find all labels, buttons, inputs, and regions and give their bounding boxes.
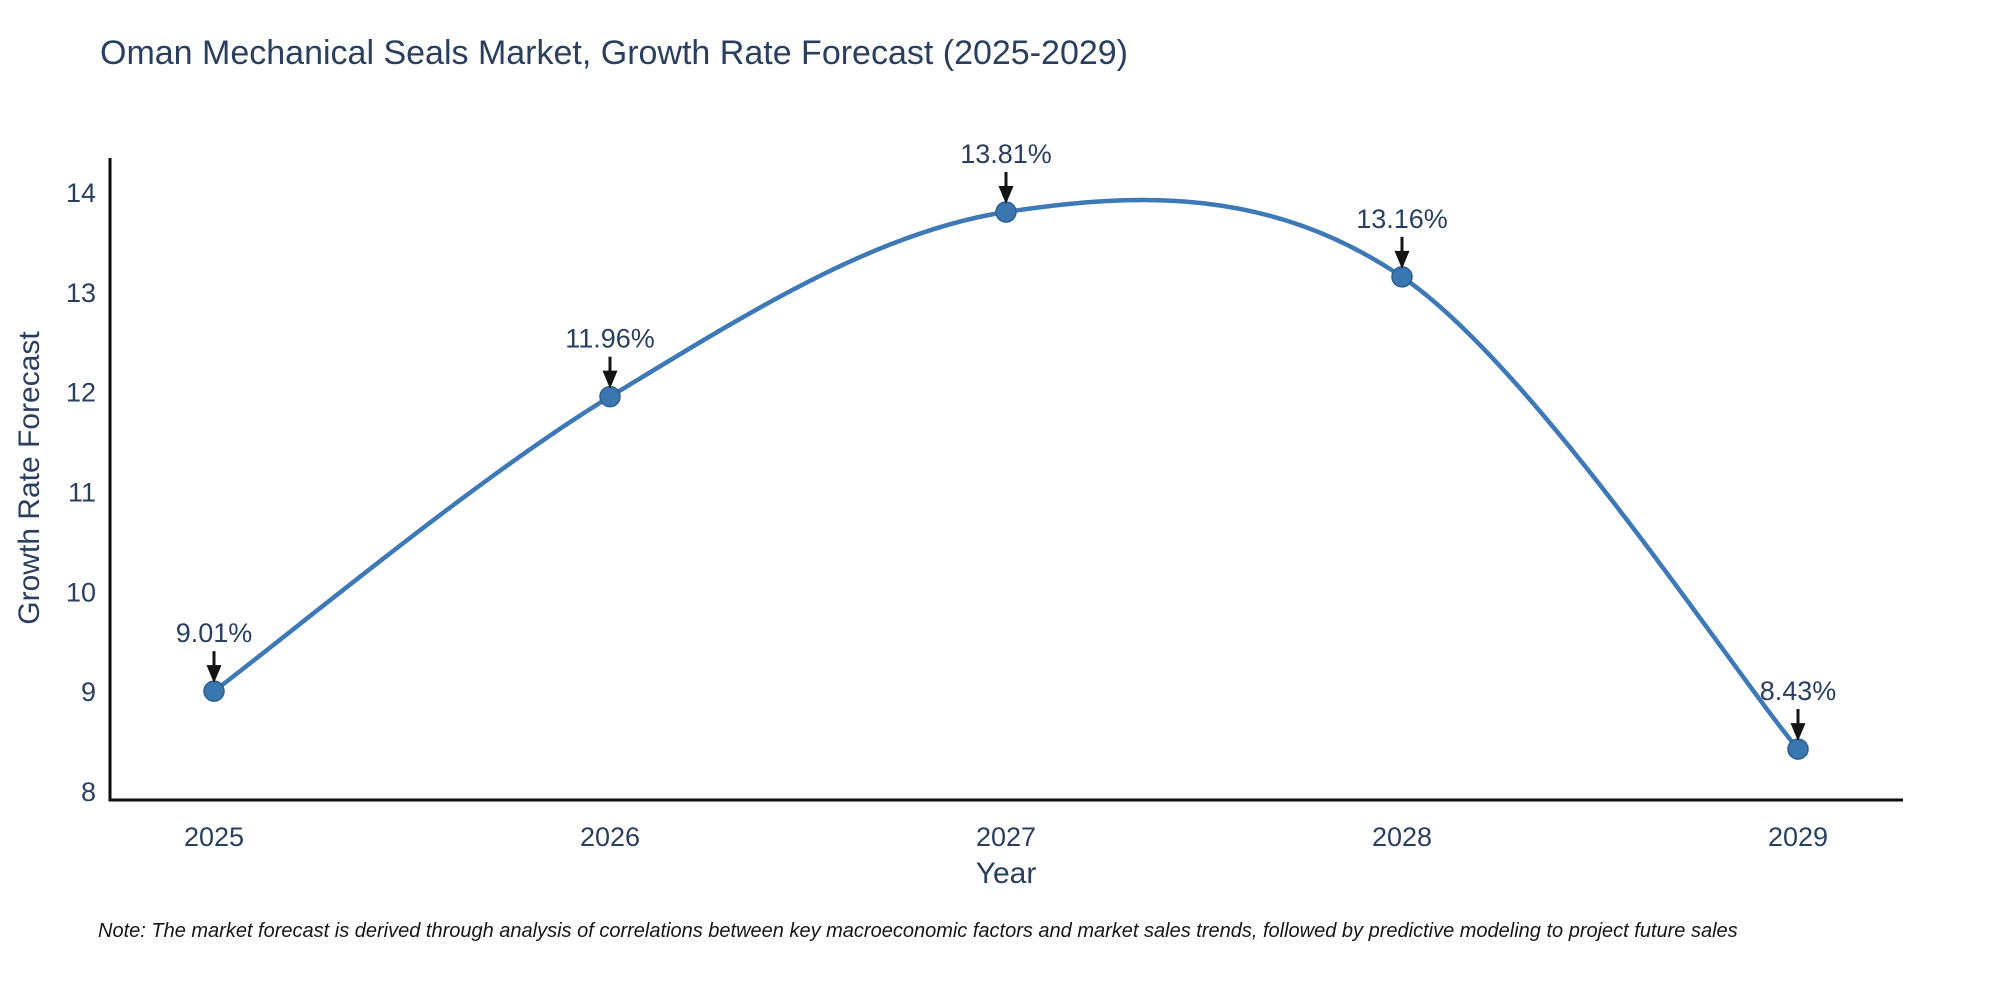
x-tick-label: 2026	[580, 822, 640, 852]
x-tick-label: 2025	[184, 822, 244, 852]
data-point-label: 13.16%	[1356, 204, 1448, 234]
annotation-arrow-head	[1790, 723, 1806, 742]
data-point-label: 8.43%	[1760, 676, 1837, 706]
data-point-marker[interactable]	[599, 385, 621, 408]
y-tick-label: 8	[81, 777, 96, 807]
annotation-arrow-head	[1394, 250, 1410, 269]
data-point-marker[interactable]	[1787, 738, 1809, 760]
annotation-arrow-head	[206, 665, 222, 684]
data-point-label: 11.96%	[565, 324, 655, 354]
y-tick-label: 11	[68, 478, 96, 508]
y-tick-label: 10	[66, 577, 96, 607]
x-tick-label: 2027	[976, 822, 1036, 852]
data-point-marker[interactable]	[995, 201, 1017, 223]
y-tick-label: 14	[66, 178, 96, 208]
x-axis-title: Year	[975, 857, 1037, 890]
forecast-line	[211, 197, 1801, 752]
footnote: Note: The market forecast is derived thr…	[98, 920, 1738, 942]
y-tick-label: 9	[81, 677, 96, 707]
x-tick-label: 2028	[1372, 822, 1432, 852]
data-point-marker[interactable]	[1391, 266, 1413, 288]
data-point-marker[interactable]	[203, 680, 225, 702]
y-tick-label: 12	[66, 378, 96, 408]
data-point-label: 13.81%	[960, 139, 1052, 169]
y-tick-label: 13	[66, 278, 96, 308]
x-tick-label: 2029	[1768, 822, 1828, 852]
annotation-arrow-head	[602, 370, 618, 389]
annotation-arrow-head	[998, 185, 1014, 204]
data-point-label: 9.01%	[176, 618, 253, 648]
chart-title: Oman Mechanical Seals Market, Growth Rat…	[100, 34, 1129, 72]
